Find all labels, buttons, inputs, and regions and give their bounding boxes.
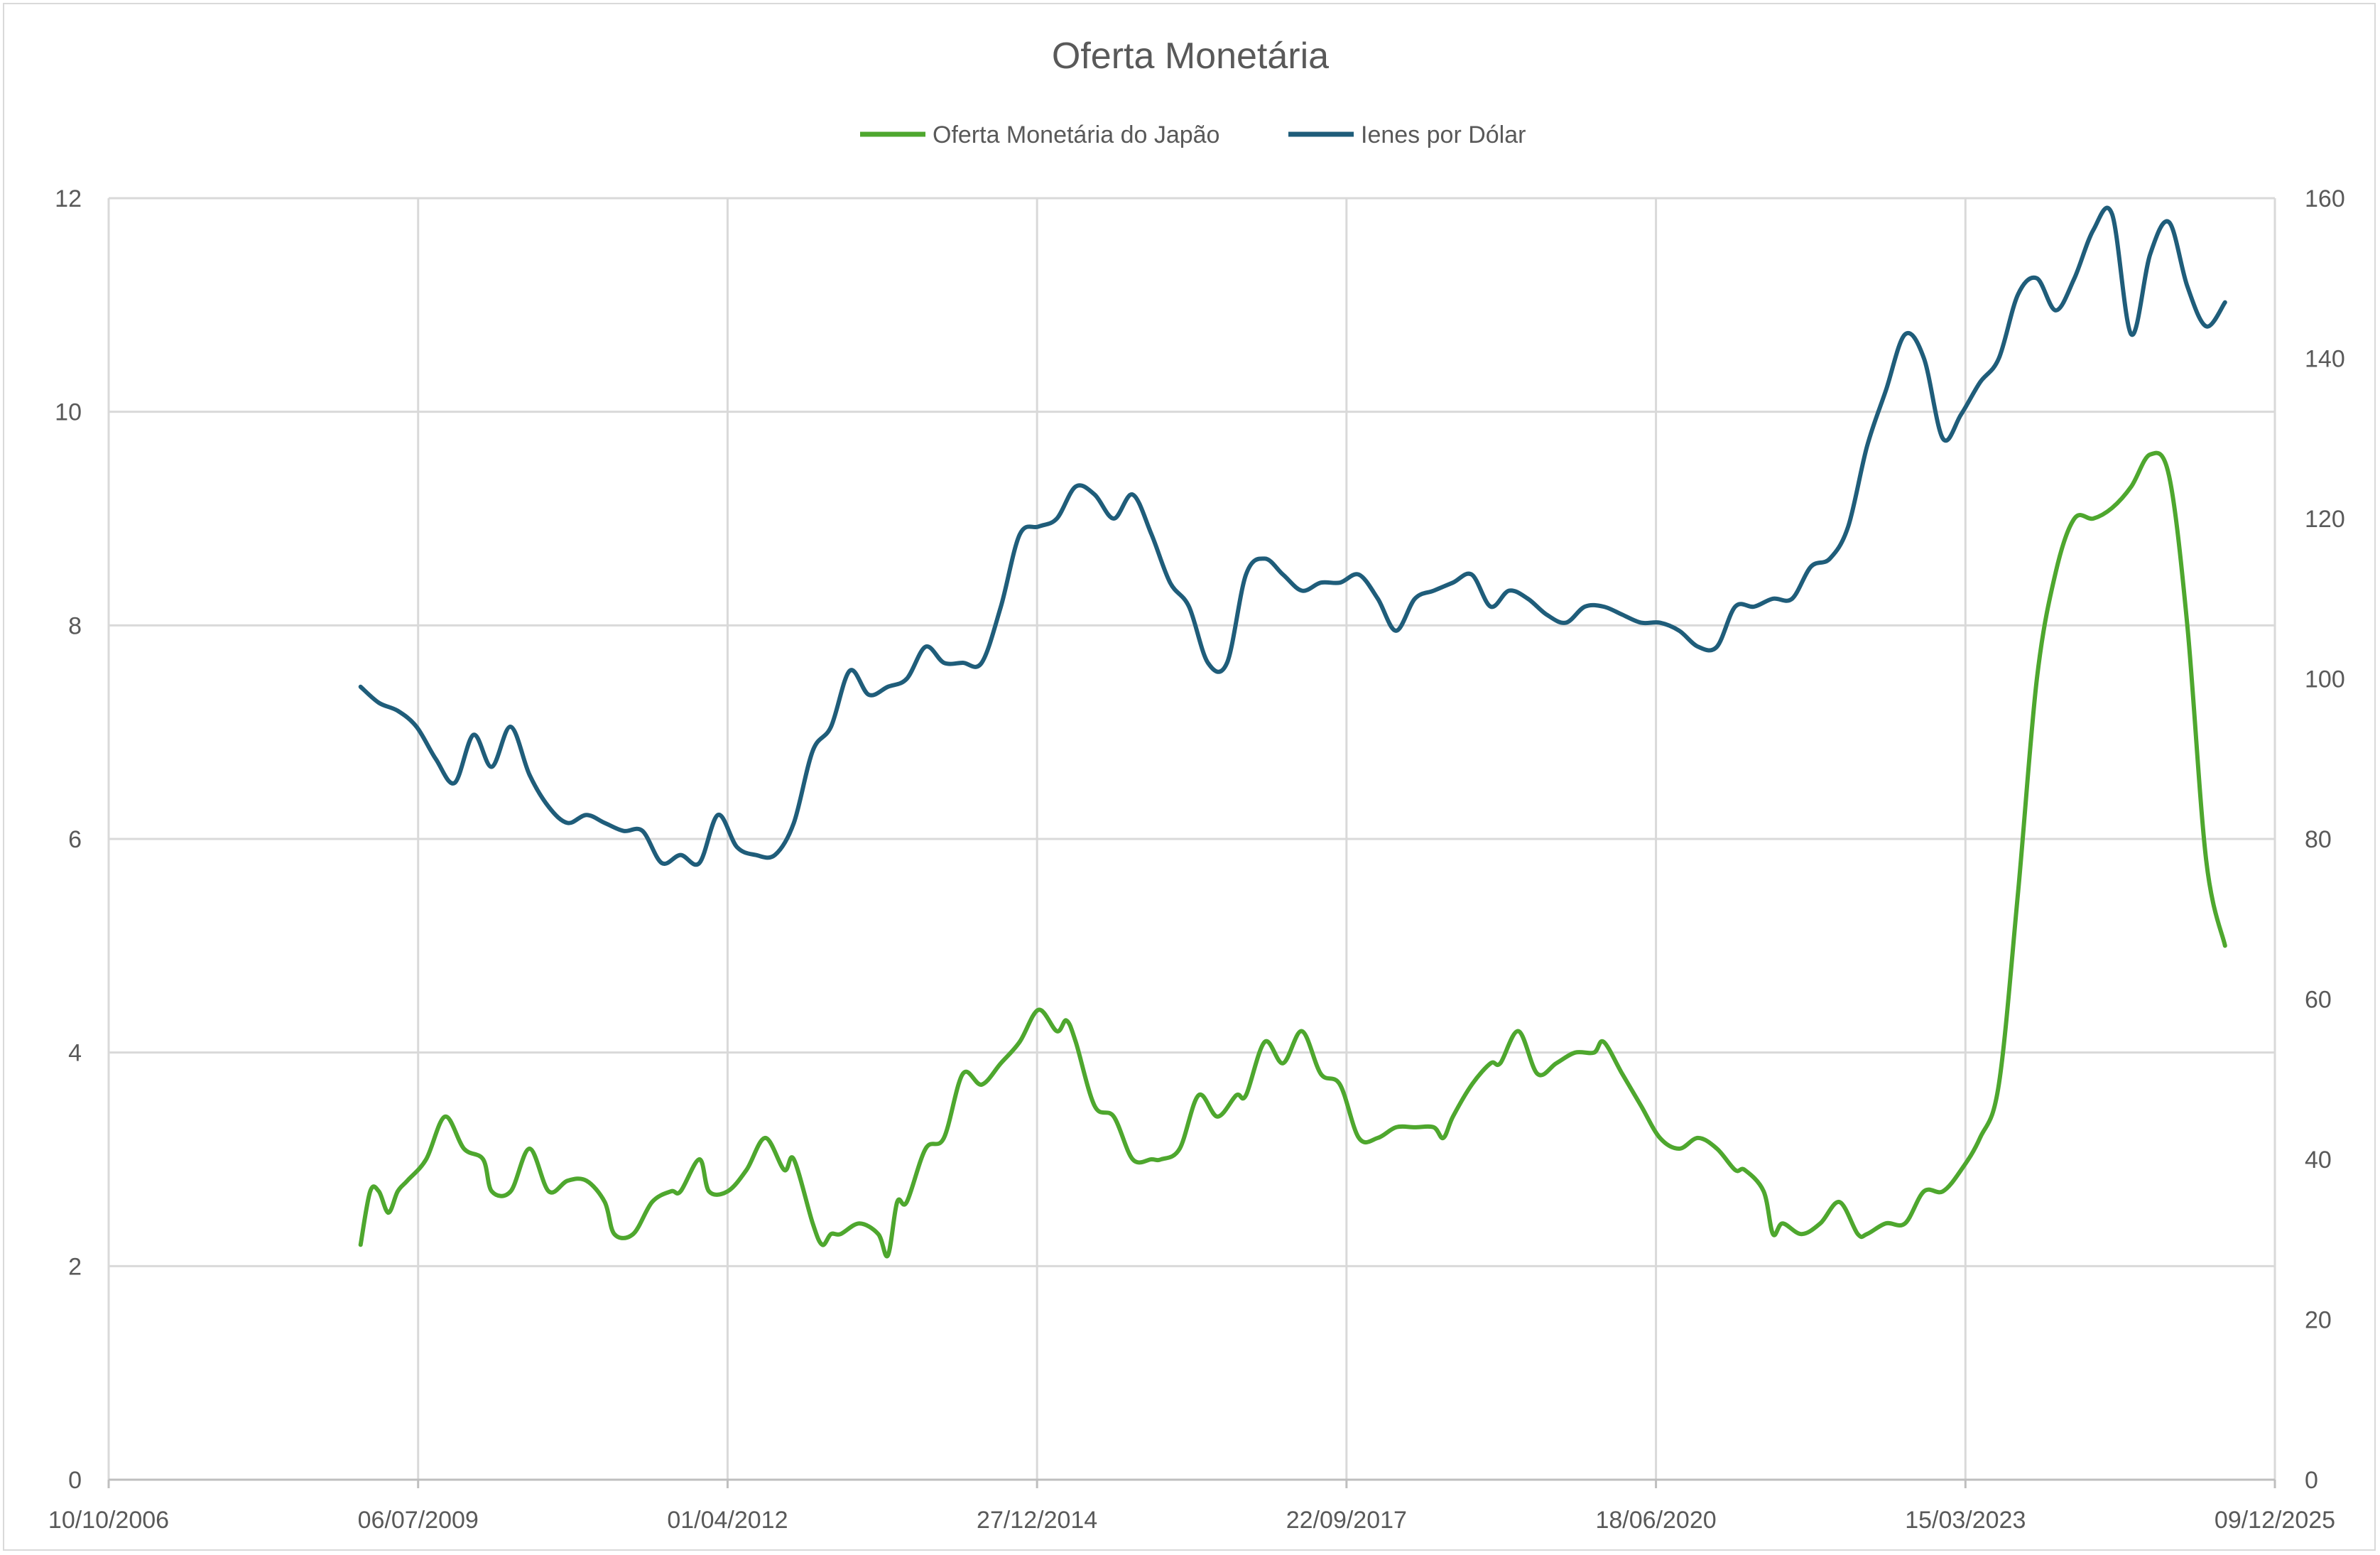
right-tick-label: 20 xyxy=(2305,1307,2332,1334)
chart-frame: Oferta Monetária Oferta Monetária do Jap… xyxy=(3,3,2376,1551)
chart-svg: Oferta Monetária Oferta Monetária do Jap… xyxy=(48,36,2345,1534)
axis-lines xyxy=(107,1478,2276,1488)
vertical-gridlines xyxy=(107,198,2276,1480)
x-axis-tick-labels: 10/10/2006 06/07/2009 01/04/2012 27/12/2014… xyxy=(48,1507,2335,1534)
right-axis-tick-labels: 0 20 40 60 80 100 120 140 160 xyxy=(2305,185,2345,1494)
left-tick-label: 2 xyxy=(68,1253,82,1280)
right-tick-label: 140 xyxy=(2305,346,2345,373)
right-tick-label: 80 xyxy=(2305,826,2332,853)
x-tick-label: 10/10/2006 xyxy=(48,1507,169,1534)
horizontal-gridlines xyxy=(109,197,2275,1267)
right-tick-label: 60 xyxy=(2305,987,2332,1014)
right-tick-label: 0 xyxy=(2305,1467,2318,1494)
series-line-yen-per-dollar xyxy=(358,205,2227,867)
right-tick-label: 160 xyxy=(2305,185,2345,212)
x-tick-label: 22/09/2017 xyxy=(1286,1507,1407,1534)
left-tick-label: 4 xyxy=(68,1040,82,1067)
left-tick-label: 10 xyxy=(55,399,82,426)
series-line-money-supply xyxy=(358,450,2227,1259)
left-tick-label: 6 xyxy=(68,826,82,853)
left-tick-label: 8 xyxy=(68,612,82,639)
legend-label-yen-per-dollar: Ienes por Dólar xyxy=(1361,121,1526,148)
right-tick-label: 120 xyxy=(2305,506,2345,533)
left-tick-label: 0 xyxy=(68,1467,82,1494)
left-axis-tick-labels: 0 2 4 6 8 10 12 xyxy=(55,185,82,1494)
series-lines xyxy=(358,205,2227,1259)
left-tick-label: 12 xyxy=(55,185,82,212)
right-tick-label: 100 xyxy=(2305,666,2345,693)
x-tick-label: 06/07/2009 xyxy=(358,1507,479,1534)
x-tick-label: 01/04/2012 xyxy=(667,1507,788,1534)
chart-title: Oferta Monetária xyxy=(1052,36,1329,77)
legend-label-money-supply: Oferta Monetária do Japão xyxy=(933,121,1219,148)
x-tick-label: 15/03/2023 xyxy=(1905,1507,2026,1534)
x-tick-label: 18/06/2020 xyxy=(1595,1507,1716,1534)
right-tick-label: 40 xyxy=(2305,1147,2332,1174)
legend: Oferta Monetária do Japão Ienes por Dóla… xyxy=(860,121,1526,148)
x-tick-label: 09/12/2025 xyxy=(2215,1507,2335,1534)
x-tick-label: 27/12/2014 xyxy=(977,1507,1097,1534)
